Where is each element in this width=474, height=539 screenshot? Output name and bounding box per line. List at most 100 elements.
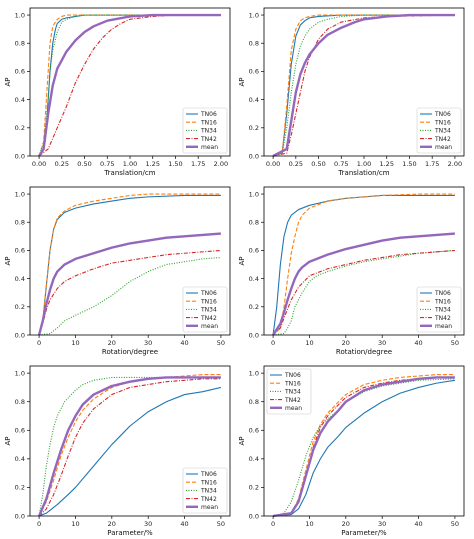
legend-label-tn16: TN16 [284, 380, 301, 387]
legend-box [416, 286, 462, 333]
y-tick-label: 0.2 [249, 484, 259, 492]
x-tick-label: 40 [180, 520, 188, 528]
x-axis-label: Parameter/% [341, 529, 387, 537]
series-line-mean [37, 376, 221, 517]
y-tick-label: 1.0 [249, 11, 259, 19]
legend-label-tn16: TN16 [200, 298, 217, 305]
legend-box [182, 467, 228, 514]
series-line-tn42 [38, 249, 221, 336]
y-tick-label: 0.0 [249, 331, 259, 339]
legend-box [182, 107, 228, 154]
y-tick-label: 0.2 [15, 124, 25, 132]
x-tick-label: 30 [378, 520, 386, 528]
y-tick-label: 0.6 [15, 68, 25, 76]
y-axis-label: AP [4, 436, 12, 445]
x-tick-label: 50 [217, 339, 225, 347]
y-tick-label: 0.4 [249, 96, 259, 104]
plot-frame [263, 186, 465, 336]
y-tick-label: 0.0 [249, 512, 259, 520]
legend-label-tn16: TN16 [200, 119, 217, 126]
x-tick-label: 0 [271, 339, 275, 347]
series-line-mean [272, 232, 456, 336]
y-axis-label: AP [238, 256, 246, 265]
x-tick-label: 30 [144, 520, 152, 528]
series-line-tn34 [38, 14, 221, 157]
chart-panel-4: 0 10 20 30 40 50 0.0 0.2 0.4 0.6 0.8 1.0 Rotation/de… [238, 186, 465, 356]
legend-label-tn06: TN06 [200, 471, 217, 478]
y-tick-label: 0.2 [249, 124, 259, 132]
y-tick-label: 0.0 [249, 152, 259, 160]
legend-label-tn06: TN06 [434, 111, 451, 118]
plot-frame [263, 365, 465, 517]
x-tick-label: 0.75 [334, 160, 348, 168]
legend-label-tn34: TN34 [284, 389, 301, 396]
legend-label-tn42: TN42 [434, 136, 451, 143]
series-line-mean [272, 376, 455, 518]
y-axis-label: AP [4, 77, 12, 86]
legend-label-tn16: TN16 [434, 119, 451, 126]
x-tick-label: 0 [271, 520, 275, 528]
x-tick-label: 20 [108, 339, 116, 347]
plot-frame [29, 186, 231, 336]
legend-label-mean: mean [201, 323, 218, 330]
x-tick-label: 50 [451, 339, 459, 347]
legend-label-tn16: TN16 [200, 479, 217, 486]
x-tick-label: 0.25 [55, 160, 69, 168]
legend-label-tn34: TN34 [434, 128, 451, 135]
series-line-tn16 [272, 14, 455, 157]
y-axis-label: AP [4, 256, 12, 265]
x-axis-label: Translation/cm [337, 169, 389, 177]
x-tick-label: 40 [414, 520, 422, 528]
y-tick-label: 0.0 [15, 512, 25, 520]
legend-label-tn42: TN42 [200, 496, 217, 503]
x-tick-label: 0.50 [311, 160, 325, 168]
y-tick-label: 0.6 [249, 247, 259, 255]
x-tick-label: 2.00 [214, 160, 228, 168]
legend-label-tn34: TN34 [434, 307, 451, 314]
x-tick-label: 30 [378, 339, 386, 347]
y-tick-label: 0.8 [15, 40, 25, 48]
legend-box [416, 107, 462, 154]
x-tick-label: 1.50 [168, 160, 182, 168]
legend-label-tn34: TN34 [200, 128, 217, 135]
y-axis-label: AP [238, 77, 246, 86]
x-tick-label: 0.00 [266, 160, 280, 168]
y-tick-label: 0.4 [15, 275, 25, 283]
legend-label-mean: mean [201, 504, 218, 511]
x-tick-label: 40 [414, 339, 422, 347]
y-tick-label: 0.4 [15, 455, 25, 463]
legend-label-mean: mean [285, 405, 302, 412]
y-tick-label: 1.0 [15, 369, 25, 377]
series-line-tn34 [272, 14, 455, 157]
x-tick-label: 0 [37, 520, 41, 528]
x-tick-label: 10 [305, 339, 313, 347]
x-tick-label: 1.25 [379, 160, 393, 168]
x-tick-label: 0.25 [289, 160, 303, 168]
series-line-mean [37, 232, 222, 336]
plot-frame [29, 365, 231, 517]
legend-label-tn06: TN06 [200, 290, 217, 297]
y-tick-label: 0.0 [15, 331, 25, 339]
x-tick-label: 1.00 [357, 160, 371, 168]
legend-label-tn34: TN34 [200, 488, 217, 495]
legend-box [266, 368, 312, 415]
legend-label-mean: mean [435, 323, 452, 330]
x-tick-label: 1.00 [123, 160, 137, 168]
y-tick-label: 0.6 [15, 247, 25, 255]
series-line-tn06 [273, 379, 455, 517]
x-tick-label: 10 [71, 339, 79, 347]
legend-label-tn16: TN16 [434, 298, 451, 305]
chart-panel-6: 0 10 20 30 40 50 0.0 0.2 0.4 0.6 0.8 1.0 Parameter/%… [238, 365, 465, 537]
y-tick-label: 0.4 [15, 96, 25, 104]
series-line-tn42 [272, 14, 455, 157]
legend-label-tn42: TN42 [200, 315, 217, 322]
series-line-tn16 [38, 193, 221, 336]
x-axis-label: Rotation/degree [102, 348, 158, 356]
series-line-tn34 [39, 256, 221, 336]
y-tick-label: 0.4 [249, 455, 259, 463]
y-tick-label: 0.6 [249, 427, 259, 435]
y-tick-label: 0.8 [249, 219, 259, 227]
